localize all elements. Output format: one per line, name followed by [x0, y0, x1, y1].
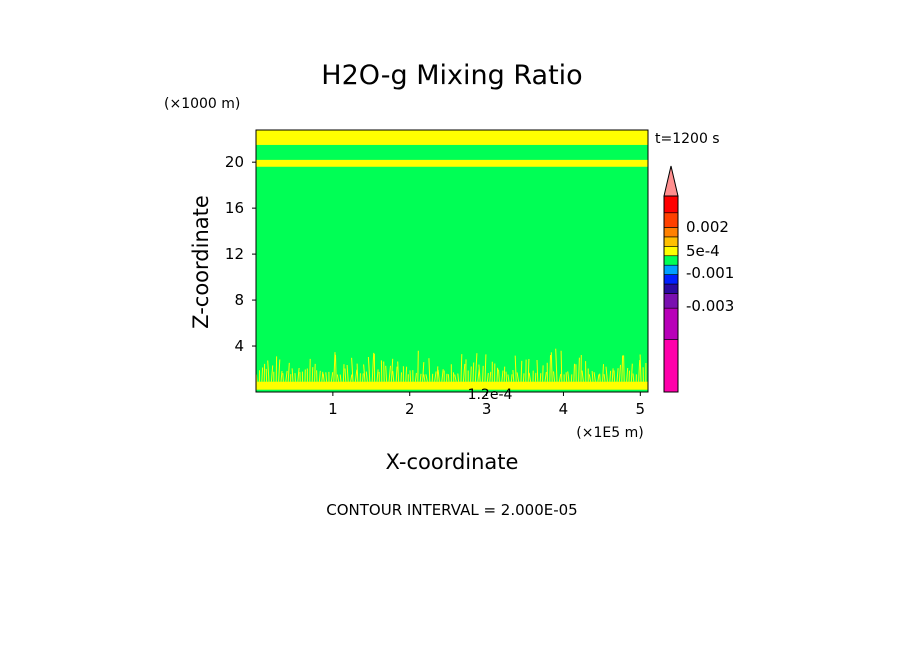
colorbar-label: -0.003 [686, 297, 734, 315]
colorbar-segment [663, 236, 679, 247]
mixing-band-1 [256, 130, 648, 145]
y-axis-label: Z-coordinate [189, 195, 213, 329]
y-tick-label: 20 [225, 153, 244, 171]
colorbar-label: -0.001 [686, 264, 734, 282]
x-tick-label: 5 [636, 400, 646, 418]
y-tick-label: 16 [225, 199, 244, 217]
contour-interval-note: CONTOUR INTERVAL = 2.000E-05 [326, 501, 577, 519]
x-tick-label: 3 [482, 400, 492, 418]
colorbar-segment [663, 307, 679, 340]
y-tick-label: 12 [225, 245, 244, 263]
colorbar-label: 0.002 [686, 218, 729, 236]
x-tick-label: 4 [559, 400, 569, 418]
plot-area [256, 130, 648, 392]
plot-background [256, 130, 648, 392]
colorbar-segment [663, 293, 679, 309]
y-tick-label: 8 [234, 291, 244, 309]
colorbar-segment [663, 283, 679, 294]
colorbar-segment [663, 246, 679, 257]
colorbar-segment [663, 274, 679, 285]
y-tick-label: 4 [234, 337, 244, 355]
colorbar-frame [663, 195, 679, 393]
colorbar-segment [663, 255, 679, 266]
y-unit-label: (×1000 m) [164, 96, 240, 112]
colorbar-segment [663, 195, 679, 214]
colorbar-label: 5e-4 [686, 242, 720, 260]
chart-title: H2O-g Mixing Ratio [321, 60, 582, 91]
time-label: t=1200 s [655, 131, 720, 147]
colorbar-segment [663, 264, 679, 275]
colorbar-segment [663, 339, 679, 393]
colorbar: 0.002 5e-4 -0.001 -0.003 [663, 165, 734, 393]
colorbar-extend-arrow [663, 165, 679, 197]
x-tick-label: 1 [328, 400, 338, 418]
noise-layer [256, 348, 647, 382]
mixing-band-3 [256, 381, 648, 390]
colorbar-segment [663, 212, 679, 228]
x-axis-label: X-coordinate [386, 450, 519, 474]
plot-frame [255, 129, 649, 393]
x-tick-label: 2 [405, 400, 415, 418]
x-unit-label: (×1E5 m) [576, 425, 643, 441]
mixing-band-2 [256, 159, 648, 167]
colorbar-segment [663, 227, 679, 238]
contour-label: 1.2e-4 [468, 387, 513, 403]
